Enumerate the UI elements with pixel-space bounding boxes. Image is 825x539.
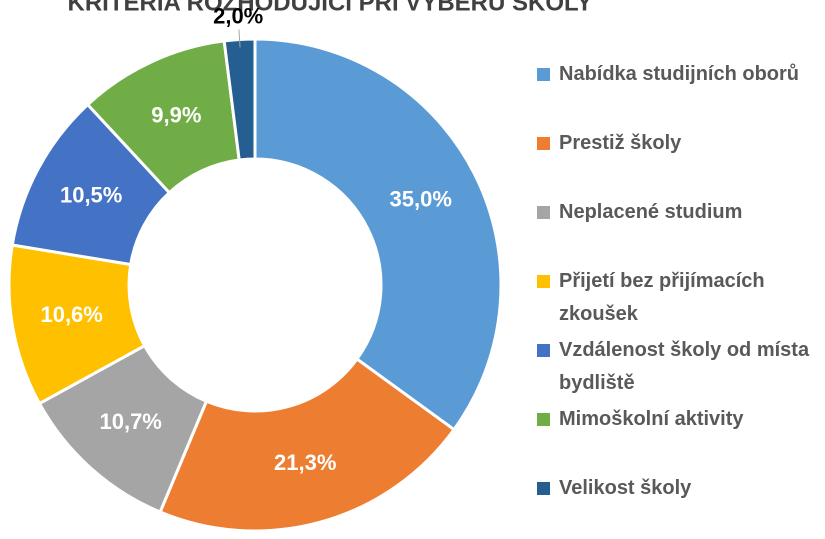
data-label: 10,5%	[60, 183, 122, 208]
legend-label: Vzdálenost školy od místa bydliště	[559, 339, 810, 394]
legend-label: Prestiž školy	[559, 132, 682, 154]
donut-slice	[253, 37, 503, 432]
legend-swatch	[537, 68, 550, 81]
leader-line	[238, 29, 241, 48]
legend-item: Neplacené studium	[537, 196, 822, 229]
data-label: 21,3%	[274, 450, 336, 475]
legend-swatch	[537, 413, 550, 426]
legend-label: Neplacené studium	[559, 201, 743, 223]
data-label: 9,9%	[151, 102, 201, 127]
legend-item: Velikost školy	[537, 472, 822, 505]
data-label: 2,0%	[213, 3, 263, 28]
data-label: 10,7%	[99, 409, 161, 434]
legend-item: Přijetí bez přijímacích zkoušek	[537, 265, 822, 331]
legend-label: Velikost školy	[559, 477, 692, 499]
legend-label: Mimoškolní aktivity	[559, 408, 744, 430]
legend-item: Vzdálenost školy od místa bydliště	[537, 334, 822, 400]
legend-label: Přijetí bez přijímacích zkoušek	[559, 270, 765, 325]
legend-item: Mimoškolní aktivity	[537, 403, 822, 436]
legend-label: Nabídka studijních oborů	[559, 63, 800, 85]
donut-slice	[158, 356, 457, 533]
legend-swatch	[537, 206, 550, 219]
data-label: 35,0%	[390, 186, 452, 211]
legend-item: Nabídka studijních oborů	[537, 58, 822, 91]
donut-slice	[222, 37, 257, 162]
legend-swatch	[537, 275, 550, 288]
data-label: 10,6%	[40, 302, 102, 327]
legend-swatch	[537, 137, 550, 150]
legend-item: Prestiž školy	[537, 127, 822, 160]
legend-swatch	[537, 482, 550, 495]
legend-swatch	[537, 344, 550, 357]
chart-title: KRITÉRIA ROZHODUJÍCÍ PŘI VÝBĚRU ŠKOLY	[68, 0, 593, 16]
